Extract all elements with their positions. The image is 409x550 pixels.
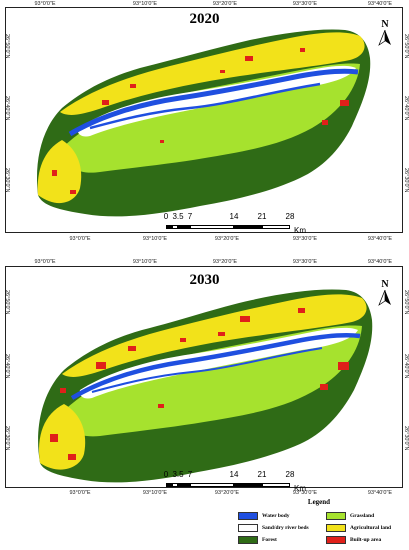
lon-tick-label: 93°30'0"E — [292, 259, 318, 265]
north-label: N — [381, 19, 389, 30]
scale-label: 21 — [257, 212, 267, 221]
legend-swatch — [326, 536, 346, 544]
lat-tick-label: 26°40'0"N — [403, 354, 409, 379]
lon-tick-label: 93°40'0"E — [367, 236, 393, 242]
region-agri-southwest — [37, 140, 82, 204]
region-agri-southwest — [39, 404, 86, 470]
region-agri-north — [60, 32, 365, 115]
lat-tick-label: 26°50'0"N — [4, 290, 10, 315]
map-frame — [5, 266, 403, 488]
legend-swatch — [238, 512, 258, 520]
legend-label: Built-up area — [350, 537, 382, 543]
legend-item-forest: Forest — [238, 535, 277, 545]
region-water — [68, 68, 359, 137]
lon-tick-label: 93°30'0"E — [292, 490, 318, 496]
scale-label: 3.5 — [172, 470, 184, 479]
north-arrow-icon — [378, 289, 391, 306]
lat-tick-label: 26°40'0"N — [4, 96, 10, 121]
lon-tick-label: 93°20'0"E — [214, 236, 240, 242]
legend-title: Legend — [307, 498, 331, 506]
legend-swatch — [238, 524, 258, 532]
lat-tick-label: 26°30'0"N — [4, 426, 10, 451]
lon-tick-label: 93°0'0"E — [69, 490, 91, 496]
lat-tick-label: 26°30'0"N — [4, 168, 10, 193]
region-agri-north — [62, 294, 367, 377]
lat-tick-label: 26°50'0"N — [403, 290, 409, 315]
lon-tick-label: 93°10'0"E — [132, 1, 158, 7]
lon-tick-label: 93°10'0"E — [142, 236, 168, 242]
legend-label: Grassland — [350, 513, 375, 519]
legend-label: Forest — [262, 537, 277, 543]
map-panel-2030: 2030 93°0'0"E 93°10'0"E 93°20'0"E 93°30'… — [0, 258, 409, 498]
legend-swatch — [326, 512, 346, 520]
scale-label: 0 — [163, 470, 169, 479]
lon-tick-label: 93°30'0"E — [292, 1, 318, 7]
scale-bar: 0 3.5 7 14 21 28 Km — [160, 470, 320, 500]
lat-tick-label: 26°40'0"N — [403, 96, 409, 121]
legend-label: Sand/dry river beds — [262, 525, 309, 531]
region-water-branch — [89, 82, 321, 130]
scale-label: 14 — [229, 470, 239, 479]
scale-label: 28 — [285, 470, 295, 479]
lon-tick-label: 93°40'0"E — [367, 1, 393, 7]
north-label: N — [381, 279, 389, 290]
land-cover-map-2030 — [38, 289, 373, 483]
scale-label: 28 — [285, 212, 295, 221]
lat-tick-label: 26°50'0"N — [403, 34, 409, 59]
lon-tick-label: 93°40'0"E — [367, 259, 393, 265]
legend-item-agricultural-land: Agricultural land — [326, 523, 391, 533]
region-builtup — [50, 308, 349, 460]
region-grassland — [60, 325, 362, 437]
scale-unit: Km — [294, 226, 306, 235]
north-arrow-icon — [378, 29, 391, 46]
legend-item-water-body: Water body — [238, 511, 290, 521]
scale-label: 3.5 — [172, 212, 184, 221]
map-frame — [5, 7, 403, 233]
scale-label: 0 — [163, 212, 169, 221]
legend-item-built-up-area: Built-up area — [326, 535, 381, 545]
north-arrow: N — [378, 20, 392, 51]
scale-label: 7 — [187, 470, 193, 479]
lat-tick-label: 26°30'0"N — [403, 426, 409, 451]
region-sand — [77, 65, 356, 137]
lat-tick-label: 26°50'0"N — [4, 34, 10, 59]
map-panel-2020: 2020 93°0'0"E 93°10'0"E 93°20'0"E 93°30'… — [0, 0, 409, 255]
legend-item-grassland: Grassland — [326, 511, 374, 521]
legend-label: Agricultural land — [350, 525, 392, 531]
lon-tick-label: 93°30'0"E — [292, 236, 318, 242]
legend: Legend Water body Grassland Sand/dry riv… — [234, 498, 404, 548]
lon-tick-label: 93°0'0"E — [69, 236, 91, 242]
legend-swatch — [326, 524, 346, 532]
scale-bar: 0 3.5 7 14 21 28 Km — [160, 212, 320, 242]
lat-tick-label: 26°30'0"N — [403, 168, 409, 193]
lon-tick-label: 93°0'0"E — [34, 1, 56, 7]
map-title: 2030 — [189, 272, 220, 288]
lon-tick-label: 93°20'0"E — [212, 259, 238, 265]
region-water-branch — [91, 347, 323, 393]
legend-label: Water body — [262, 513, 290, 519]
lon-tick-label: 93°20'0"E — [212, 1, 238, 7]
legend-item-sand-dry-river-beds: Sand/dry river beds — [238, 523, 309, 533]
legend-swatch — [238, 536, 258, 544]
region-water — [70, 332, 361, 400]
land-cover-map-2020 — [37, 29, 371, 217]
map-title: 2020 — [189, 11, 220, 27]
scale-label: 7 — [187, 212, 193, 221]
region-sand — [79, 327, 358, 399]
lat-tick-label: 26°40'0"N — [4, 354, 10, 379]
lon-tick-label: 93°0'0"E — [34, 259, 56, 265]
region-builtup — [52, 48, 349, 194]
lon-tick-label: 93°10'0"E — [132, 259, 158, 265]
scale-label: 21 — [257, 470, 267, 479]
lon-tick-label: 93°20'0"E — [214, 490, 240, 496]
scale-label: 14 — [229, 212, 239, 221]
lon-tick-label: 93°40'0"E — [367, 490, 393, 496]
lon-tick-label: 93°10'0"E — [142, 490, 168, 496]
north-arrow: N — [378, 280, 392, 311]
scale-unit: Km — [294, 484, 306, 493]
